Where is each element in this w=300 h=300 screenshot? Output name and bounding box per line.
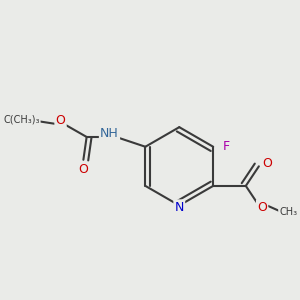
Text: F: F bbox=[223, 140, 230, 153]
Text: O: O bbox=[78, 163, 88, 176]
Text: CH₃: CH₃ bbox=[279, 207, 297, 217]
Text: NH: NH bbox=[100, 127, 119, 140]
Text: O: O bbox=[262, 157, 272, 169]
Text: O: O bbox=[257, 201, 267, 214]
Text: C(CH₃)₃: C(CH₃)₃ bbox=[3, 114, 40, 124]
Text: N: N bbox=[175, 201, 184, 214]
Text: O: O bbox=[56, 114, 65, 127]
